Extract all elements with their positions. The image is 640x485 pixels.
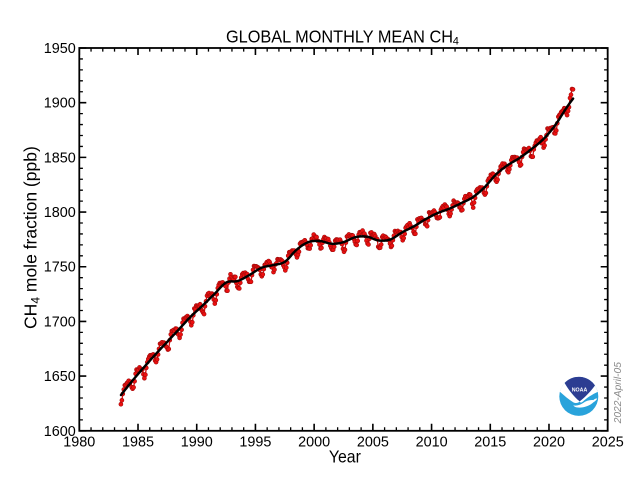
svg-text:2022-April-05: 2022-April-05 — [613, 362, 624, 424]
svg-text:1950: 1950 — [44, 41, 76, 57]
svg-text:1995: 1995 — [239, 435, 271, 451]
svg-text:NOAA: NOAA — [572, 388, 588, 394]
svg-text:1980: 1980 — [63, 435, 95, 451]
svg-text:1600: 1600 — [44, 424, 76, 440]
svg-text:1990: 1990 — [181, 435, 213, 451]
svg-text:1750: 1750 — [44, 260, 76, 276]
svg-text:1900: 1900 — [44, 96, 76, 112]
svg-text:2005: 2005 — [357, 435, 389, 451]
svg-text:2015: 2015 — [474, 435, 506, 451]
svg-text:2025: 2025 — [592, 435, 624, 451]
svg-text:CH4 mole fraction (ppb): CH4 mole fraction (ppb) — [20, 146, 42, 329]
svg-text:1650: 1650 — [44, 369, 76, 385]
svg-text:1850: 1850 — [44, 150, 76, 166]
svg-text:2000: 2000 — [298, 435, 330, 451]
svg-text:1700: 1700 — [44, 314, 76, 330]
svg-text:1800: 1800 — [44, 205, 76, 221]
svg-text:4: 4 — [453, 36, 459, 48]
svg-text:2010: 2010 — [416, 435, 448, 451]
svg-text:1985: 1985 — [122, 435, 154, 451]
svg-text:GLOBAL MONTHLY MEAN CH: GLOBAL MONTHLY MEAN CH — [226, 26, 453, 46]
svg-text:Year: Year — [329, 448, 361, 467]
svg-text:2020: 2020 — [533, 435, 565, 451]
